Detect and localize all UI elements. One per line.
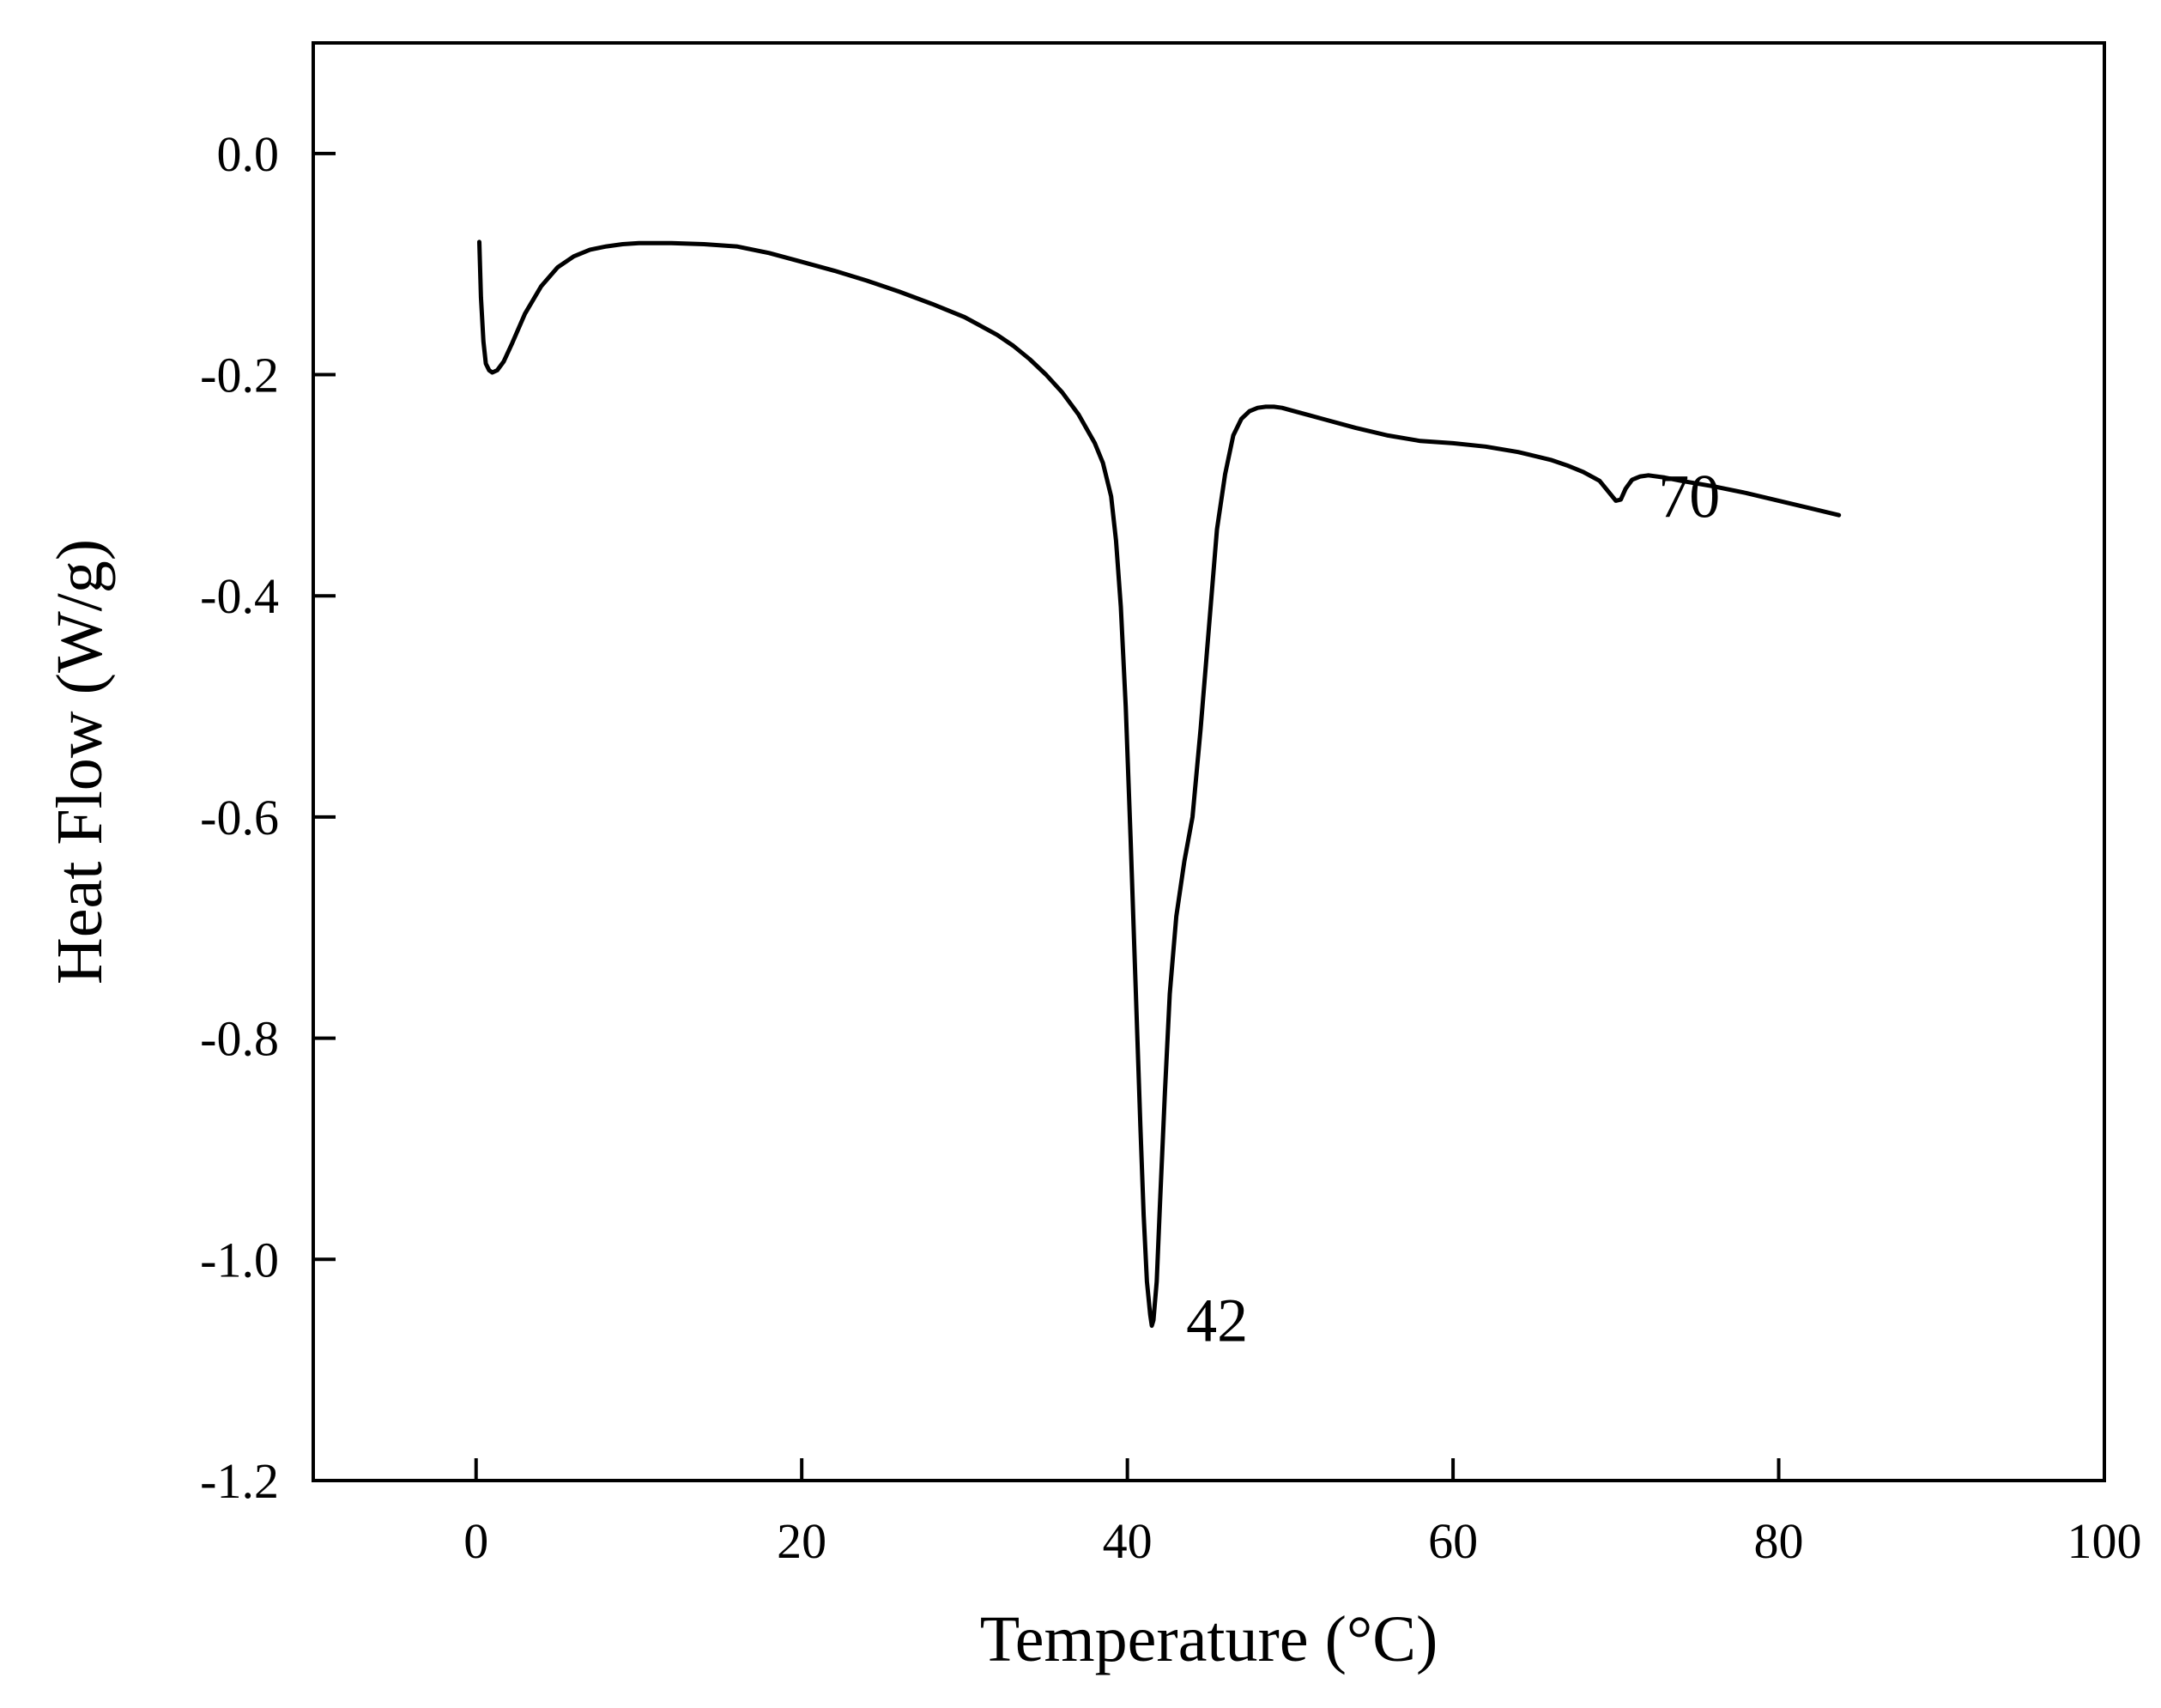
- x-tick-label: 60: [1428, 1513, 1478, 1569]
- x-tick-label: 80: [1754, 1513, 1804, 1569]
- x-axis-title: Temperature (°C): [980, 1603, 1438, 1675]
- x-tick-label: 20: [777, 1513, 826, 1569]
- y-tick-label: -1.0: [200, 1232, 279, 1287]
- y-axis-title: Heat Flow (W/g): [44, 539, 116, 984]
- annotation-layer: 42 70: [1186, 463, 1720, 1355]
- peak-annotation: 42: [1186, 1287, 1248, 1355]
- x-tick-label: 0: [463, 1513, 488, 1569]
- y-tick-label: -0.6: [200, 790, 279, 845]
- peak-annotation: 70: [1658, 463, 1720, 531]
- series-line: [477, 239, 1842, 1329]
- y-tick-label: -0.8: [200, 1011, 279, 1067]
- y-tick-label: -1.2: [200, 1453, 279, 1509]
- y-tick-label: -0.2: [200, 348, 279, 403]
- series-layer: [477, 239, 1842, 1329]
- y-tick-label: 0.0: [217, 126, 280, 182]
- y-tick-label: -0.4: [200, 568, 279, 624]
- x-tick-label: 40: [1103, 1513, 1153, 1569]
- ticks-layer: 0 20 40 60 80 100 0.0 -0.2 -0.4 -0.6 -0.8 -1.0 -1.2: [200, 126, 2141, 1569]
- x-tick-label: 100: [2067, 1513, 2142, 1569]
- plot-frame: [312, 41, 2106, 1482]
